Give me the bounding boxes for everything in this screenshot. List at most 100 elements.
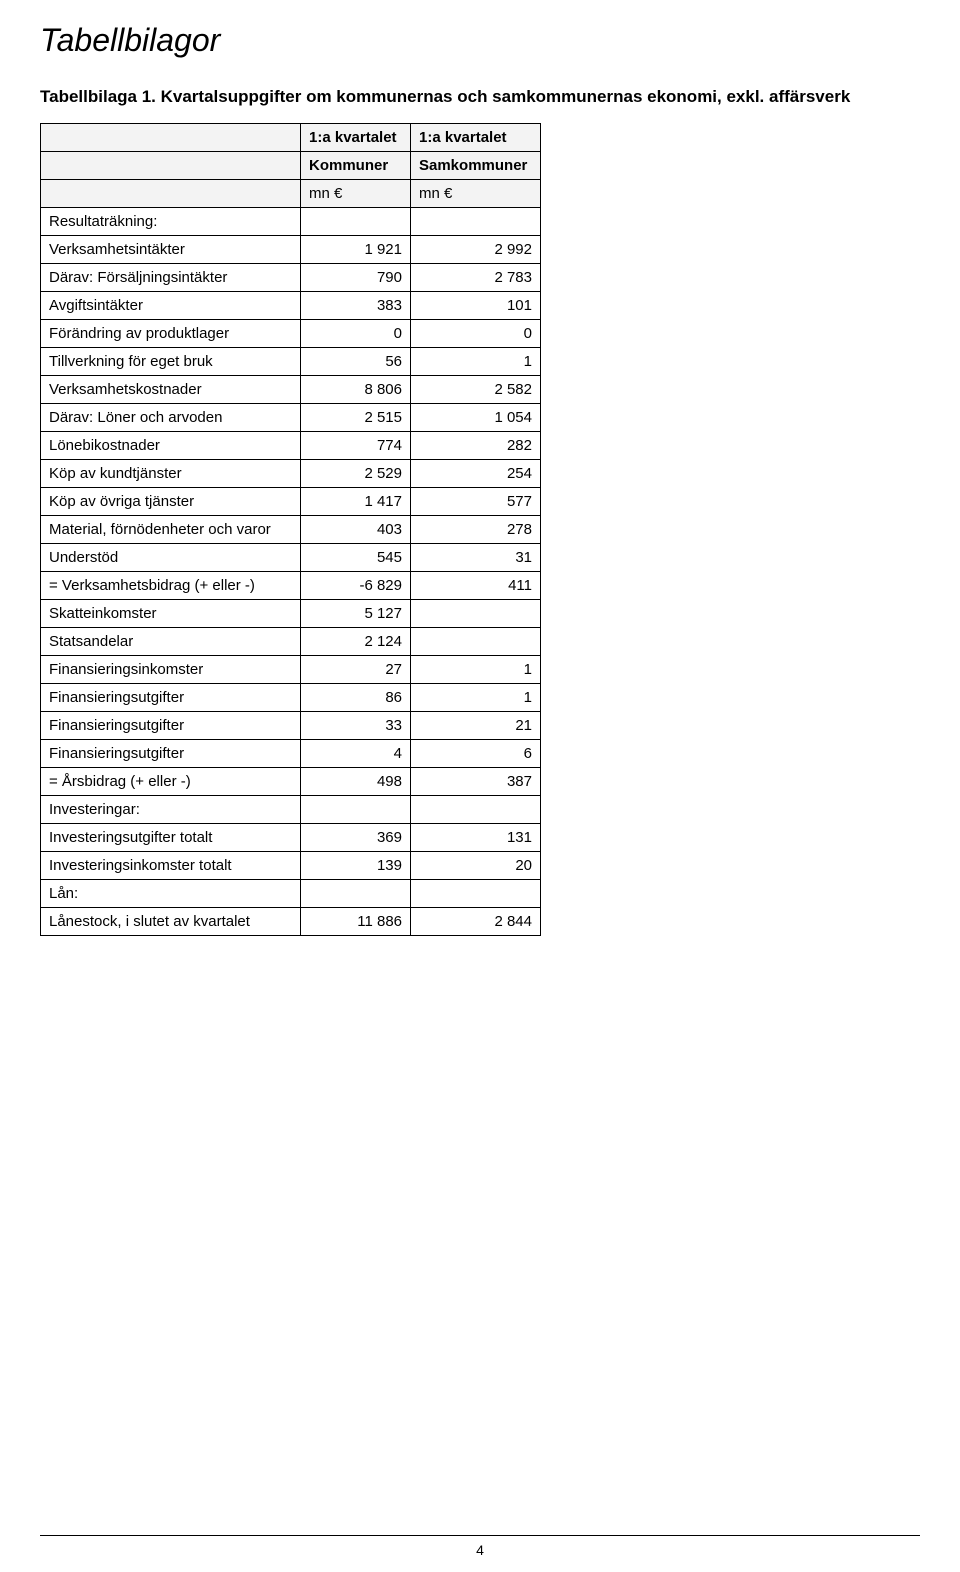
- row-label: Lån:: [41, 880, 301, 908]
- row-label: Resultaträkning:: [41, 208, 301, 236]
- row-label: Material, förnödenheter och varor: [41, 516, 301, 544]
- page-number: 4: [0, 1542, 960, 1558]
- row-value-kommuner: 2 124: [301, 628, 411, 656]
- row-value-samkommuner: 2 783: [411, 264, 541, 292]
- row-value-samkommuner: 131: [411, 824, 541, 852]
- row-label: Verksamhetsintäkter: [41, 236, 301, 264]
- row-value-samkommuner: [411, 600, 541, 628]
- row-value-samkommuner: 2 582: [411, 376, 541, 404]
- header-unit-b: mn €: [411, 180, 541, 208]
- row-label: Investeringsinkomster totalt: [41, 852, 301, 880]
- header-kvartal-a: 1:a kvartalet: [301, 124, 411, 152]
- table-row: Därav: Försäljningsintäkter7902 783: [41, 264, 541, 292]
- table-header-row-3: mn € mn €: [41, 180, 541, 208]
- row-value-samkommuner: 20: [411, 852, 541, 880]
- row-label: Förändring av produktlager: [41, 320, 301, 348]
- row-value-kommuner: -6 829: [301, 572, 411, 600]
- row-label: Lönebikostnader: [41, 432, 301, 460]
- row-value-samkommuner: 0: [411, 320, 541, 348]
- row-value-kommuner: 56: [301, 348, 411, 376]
- header-kommuner: Kommuner: [301, 152, 411, 180]
- row-label: Därav: Försäljningsintäkter: [41, 264, 301, 292]
- row-value-kommuner: 2 529: [301, 460, 411, 488]
- row-value-samkommuner: 1 054: [411, 404, 541, 432]
- row-value-kommuner: 1 417: [301, 488, 411, 516]
- row-value-samkommuner: 6: [411, 740, 541, 768]
- row-label: Tillverkning för eget bruk: [41, 348, 301, 376]
- table-header-row-2: Kommuner Samkommuner: [41, 152, 541, 180]
- table-row: Resultaträkning:: [41, 208, 541, 236]
- table-row: Statsandelar2 124: [41, 628, 541, 656]
- row-value-kommuner: 33: [301, 712, 411, 740]
- row-value-samkommuner: [411, 628, 541, 656]
- row-value-samkommuner: [411, 208, 541, 236]
- data-table: 1:a kvartalet 1:a kvartalet Kommuner Sam…: [40, 123, 541, 936]
- table-row: Material, förnödenheter och varor403278: [41, 516, 541, 544]
- row-label: = Årsbidrag (+ eller -): [41, 768, 301, 796]
- row-label: Investeringar:: [41, 796, 301, 824]
- row-value-kommuner: 1 921: [301, 236, 411, 264]
- table-row: Investeringar:: [41, 796, 541, 824]
- header-kvartal-b: 1:a kvartalet: [411, 124, 541, 152]
- table-row: Investeringsinkomster totalt13920: [41, 852, 541, 880]
- table-row: Avgiftsintäkter383101: [41, 292, 541, 320]
- table-row: Understöd54531: [41, 544, 541, 572]
- row-label: Finansieringsinkomster: [41, 656, 301, 684]
- row-value-samkommuner: 577: [411, 488, 541, 516]
- row-label: Därav: Löner och arvoden: [41, 404, 301, 432]
- row-value-samkommuner: 254: [411, 460, 541, 488]
- table-row: Finansieringsutgifter861: [41, 684, 541, 712]
- table-row: Finansieringsinkomster271: [41, 656, 541, 684]
- table-header-row-1: 1:a kvartalet 1:a kvartalet: [41, 124, 541, 152]
- row-value-kommuner: 790: [301, 264, 411, 292]
- row-value-kommuner: 4: [301, 740, 411, 768]
- table-caption: Tabellbilaga 1. Kvartalsuppgifter om kom…: [40, 87, 920, 107]
- row-value-samkommuner: 1: [411, 684, 541, 712]
- row-value-samkommuner: [411, 796, 541, 824]
- header-blank-2: [41, 152, 301, 180]
- row-value-kommuner: 11 886: [301, 908, 411, 936]
- table-row: Köp av kundtjänster2 529254: [41, 460, 541, 488]
- row-value-kommuner: 8 806: [301, 376, 411, 404]
- row-value-kommuner: 27: [301, 656, 411, 684]
- row-value-kommuner: 774: [301, 432, 411, 460]
- row-value-kommuner: 0: [301, 320, 411, 348]
- header-blank-3: [41, 180, 301, 208]
- row-label: = Verksamhetsbidrag (+ eller -): [41, 572, 301, 600]
- row-value-samkommuner: [411, 880, 541, 908]
- row-value-kommuner: 369: [301, 824, 411, 852]
- table-row: Förändring av produktlager00: [41, 320, 541, 348]
- row-value-samkommuner: 411: [411, 572, 541, 600]
- row-label: Köp av kundtjänster: [41, 460, 301, 488]
- row-label: Understöd: [41, 544, 301, 572]
- row-value-kommuner: 139: [301, 852, 411, 880]
- table-row: Därav: Löner och arvoden2 5151 054: [41, 404, 541, 432]
- table-row: Lånestock, i slutet av kvartalet11 8862 …: [41, 908, 541, 936]
- row-value-kommuner: 86: [301, 684, 411, 712]
- row-value-samkommuner: 31: [411, 544, 541, 572]
- row-value-kommuner: 403: [301, 516, 411, 544]
- row-value-kommuner: 5 127: [301, 600, 411, 628]
- table-row: Lönebikostnader774282: [41, 432, 541, 460]
- table-row: Finansieringsutgifter3321: [41, 712, 541, 740]
- row-label: Köp av övriga tjänster: [41, 488, 301, 516]
- table-row: = Årsbidrag (+ eller -)498387: [41, 768, 541, 796]
- row-value-kommuner: [301, 796, 411, 824]
- row-value-samkommuner: 2 992: [411, 236, 541, 264]
- row-label: Finansieringsutgifter: [41, 684, 301, 712]
- row-label: Verksamhetskostnader: [41, 376, 301, 404]
- row-value-samkommuner: 1: [411, 656, 541, 684]
- row-value-samkommuner: 387: [411, 768, 541, 796]
- table-row: Finansieringsutgifter46: [41, 740, 541, 768]
- table-row: Verksamhetskostnader8 8062 582: [41, 376, 541, 404]
- row-value-samkommuner: 1: [411, 348, 541, 376]
- table-row: Köp av övriga tjänster1 417577: [41, 488, 541, 516]
- row-label: Skatteinkomster: [41, 600, 301, 628]
- row-value-kommuner: [301, 208, 411, 236]
- table-row: Investeringsutgifter totalt369131: [41, 824, 541, 852]
- row-label: Avgiftsintäkter: [41, 292, 301, 320]
- header-samkommuner: Samkommuner: [411, 152, 541, 180]
- row-value-samkommuner: 101: [411, 292, 541, 320]
- row-label: Statsandelar: [41, 628, 301, 656]
- row-value-kommuner: 545: [301, 544, 411, 572]
